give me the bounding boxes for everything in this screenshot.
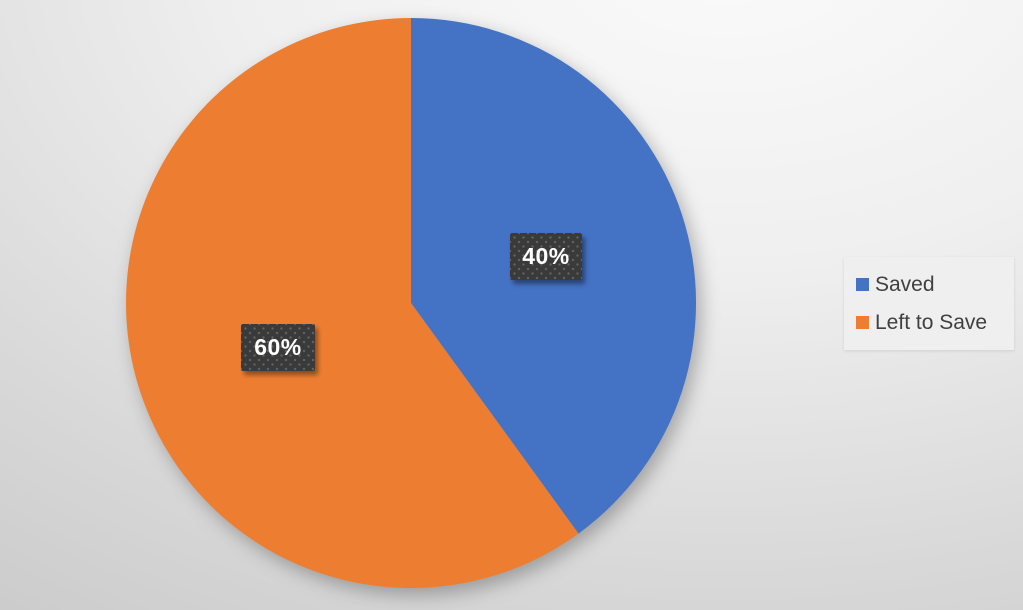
data-label-saved[interactable]: 40% [510, 233, 582, 280]
legend-item-left-to-save[interactable]: Left to Save [856, 312, 1014, 333]
legend-swatch-saved-icon [856, 278, 869, 291]
pie-slice-left-to-save[interactable] [126, 18, 579, 589]
legend[interactable]: Saved Left to Save [844, 257, 1014, 350]
legend-label-saved: Saved [875, 273, 935, 296]
legend-swatch-left-to-save-icon [856, 316, 869, 329]
data-label-left-to-save[interactable]: 60% [241, 324, 315, 371]
legend-label-left-to-save: Left to Save [875, 311, 988, 334]
legend-item-saved[interactable]: Saved [856, 274, 1014, 295]
